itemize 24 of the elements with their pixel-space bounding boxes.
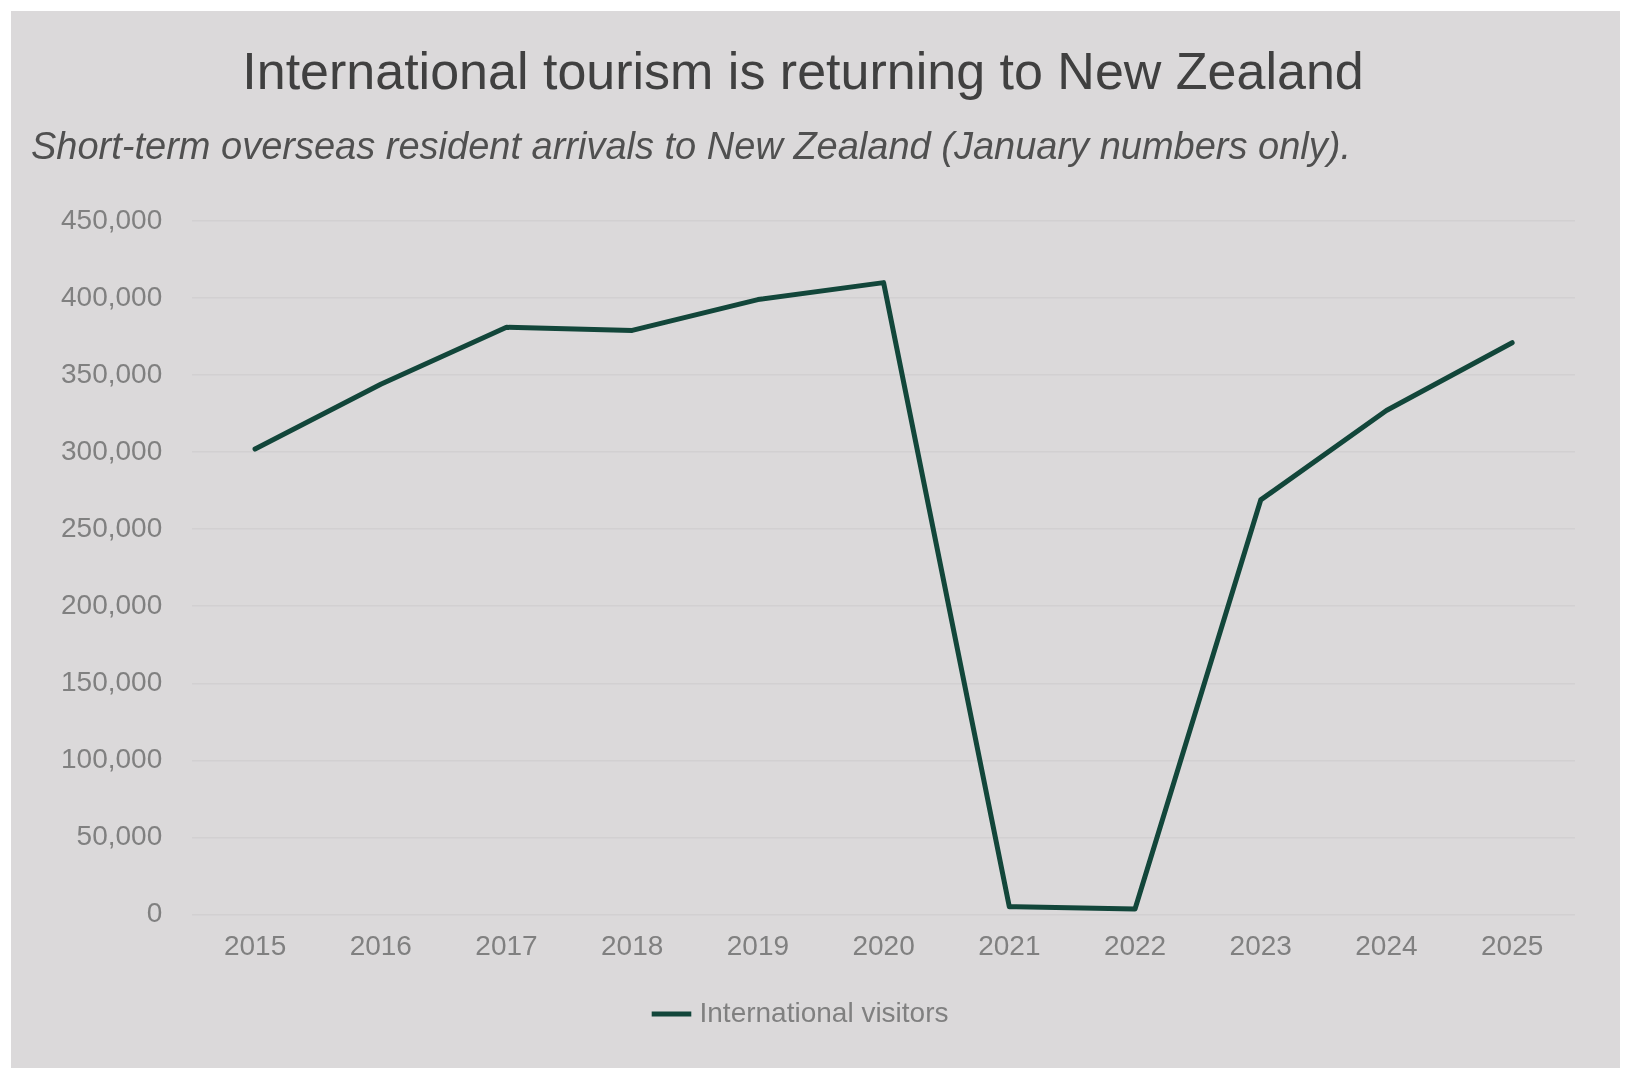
y-tick-label: 0 [146, 897, 163, 929]
x-tick-label: 2017 [475, 929, 538, 961]
x-tick-label: 2016 [349, 929, 412, 961]
x-tick-label: 2015 [223, 929, 287, 961]
chart-title: International tourism is returning to New Zealand [242, 41, 1364, 100]
x-tick-label: 2019 [726, 929, 790, 961]
x-tick-label: 2022 [1103, 929, 1167, 961]
y-tick-label: 50,000 [76, 820, 163, 852]
y-tick-label: 300,000 [60, 434, 163, 466]
y-tick-label: 200,000 [60, 588, 163, 620]
x-tick-label: 2025 [1481, 929, 1544, 961]
y-tick-label: 400,000 [60, 280, 163, 312]
chart-subtitle: Short-term overseas resident arrivals to New Zealand (January numbers only). [31, 124, 1351, 167]
x-tick-label: 2023 [1229, 929, 1292, 961]
y-tick-label: 450,000 [60, 203, 163, 235]
x-tick-label: 2020 [852, 929, 915, 961]
legend-label: International visitors [699, 996, 949, 1028]
y-tick-label: 150,000 [60, 665, 163, 697]
x-tick-label: 2024 [1355, 929, 1418, 961]
y-tick-label: 100,000 [60, 743, 163, 775]
x-tick-label: 2021 [978, 929, 1041, 961]
y-tick-label: 350,000 [60, 357, 163, 389]
y-tick-label: 250,000 [60, 511, 163, 543]
x-tick-label: 2018 [601, 929, 664, 961]
